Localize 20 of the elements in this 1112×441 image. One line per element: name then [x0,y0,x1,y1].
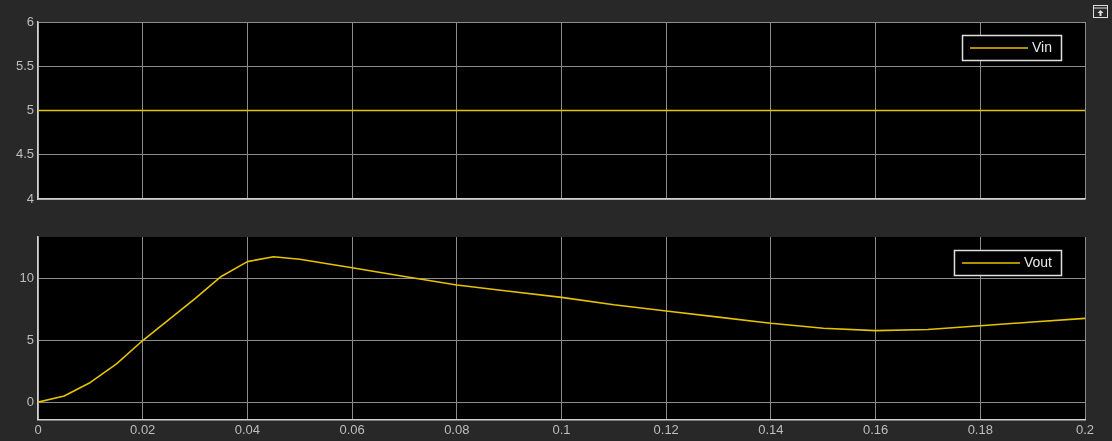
y-tick-label: 10 [19,270,34,286]
x-tick-label: 0.16 [862,421,889,437]
x-tick-label: 0.04 [234,421,261,437]
x-tick-label: 0.2 [1075,421,1095,437]
y-tick-label: 4 [26,190,34,206]
y-tick-label: 5 [26,102,34,118]
x-tick-label: 0.12 [653,421,679,437]
x-tick-label: 0.18 [967,421,993,437]
y-tick-label: 4.5 [15,146,34,162]
y-tick-label: 5 [26,332,34,348]
y-tick-label: 5.5 [15,57,34,73]
x-tick-label: 0.02 [130,421,156,437]
legend-label: Vin [1032,38,1052,55]
y-tick-label: 0 [26,393,34,409]
x-tick-label: 0.08 [444,421,470,437]
y-tick-label: 6 [26,13,34,29]
legend-label: Vout [1023,253,1053,270]
x-tick-label: 0.06 [339,421,365,437]
x-tick-label: 0.14 [758,421,784,437]
x-tick-label: 0.1 [552,421,571,437]
